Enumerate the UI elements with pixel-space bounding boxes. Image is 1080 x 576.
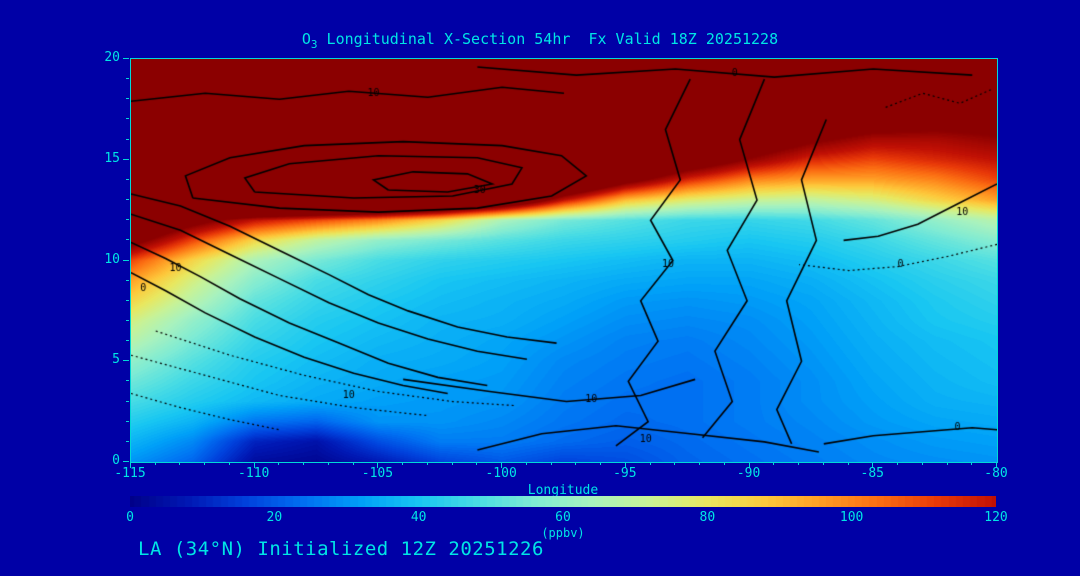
colorbar-tick-label: 0 [126,510,134,525]
y-minor-tick [126,78,129,80]
plot-title-subscript: 3 [310,38,318,51]
colorbar-tick-label: 40 [410,510,427,525]
y-minor-tick [126,380,129,382]
plot-title-o: O [301,30,311,48]
x-minor-tick [402,462,404,465]
y-minor-tick [126,400,129,402]
y-tick-label: 5 [112,352,120,368]
y-minor-tick [126,279,129,281]
y-tick-label: 10 [104,251,120,267]
x-minor-tick [550,462,552,465]
x-minor-tick [327,462,329,465]
x-minor-tick [773,462,775,465]
x-tick-label: -110 [238,466,270,481]
x-axis-label: Longitude [527,483,599,498]
x-minor-tick [476,462,478,465]
y-major-tick [123,259,129,261]
y-minor-tick [126,219,129,221]
y-minor-tick [126,299,129,301]
x-tick-label: -105 [361,466,394,481]
y-minor-tick [126,420,129,422]
x-major-tick [501,462,503,468]
y-minor-tick [126,98,129,100]
colorbar-tick-label: 60 [555,510,571,525]
x-minor-tick [228,462,230,465]
y-tick-label: 0 [112,453,120,468]
y-major-tick [123,360,129,362]
x-minor-tick [426,462,428,465]
x-major-tick [130,462,131,468]
y-minor-tick [126,199,129,201]
x-minor-tick [674,462,676,465]
x-tick-label: -95 [613,466,637,481]
y-minor-tick [126,340,129,342]
x-minor-tick [798,462,800,465]
y-minor-tick [126,239,129,241]
x-tick-label: -85 [860,466,885,481]
x-minor-tick [451,462,453,465]
y-tick-label: 20 [104,50,120,65]
x-minor-tick [278,462,280,465]
y-minor-tick [126,440,129,442]
x-minor-tick [525,462,527,465]
plot-title-rest: Longitudinal X-Section 54hr Fx Valid 18Z… [317,30,779,48]
x-tick-label: -90 [736,466,761,481]
colorbar-tick-label: 100 [839,510,864,525]
x-minor-tick [649,462,651,465]
colorbar-tick-label: 120 [984,510,1008,525]
plot-area [130,58,998,463]
y-tick-label: 15 [104,150,120,166]
colorbar [130,496,996,507]
y-minor-tick [126,178,129,180]
colorbar-tick-label: 20 [266,510,283,525]
plot-title: O3 Longitudinal X-Section 54hr Fx Valid … [0,30,1080,51]
x-minor-tick [921,462,923,465]
y-minor-tick [126,118,129,120]
x-minor-tick [179,462,181,465]
footer-annotation: LA (34°N) Initialized 12Z 20251226 [138,538,544,560]
colorbar-tick-labels: 0 20 40 60 80 100 120 [126,510,1008,526]
x-minor-tick [822,462,824,465]
x-minor-tick [897,462,899,465]
x-major-tick [748,462,750,468]
x-minor-tick [971,462,973,465]
x-minor-tick [154,462,156,465]
x-major-tick [377,462,379,468]
x-minor-tick [723,462,725,465]
x-major-tick [624,462,626,468]
y-major-tick [123,461,129,462]
heatmap-canvas [131,59,997,462]
x-tick-label: -80 [984,466,1008,481]
x-minor-tick [847,462,849,465]
x-minor-tick [575,462,577,465]
y-major-tick [123,58,129,59]
x-minor-tick [946,462,948,465]
x-major-tick [872,462,874,468]
x-minor-tick [352,462,354,465]
y-major-tick [123,158,129,160]
x-minor-tick [600,462,602,465]
x-major-tick [996,462,997,468]
x-tick-label: -115 [114,466,146,481]
x-minor-tick [303,462,305,465]
x-minor-tick [204,462,206,465]
x-minor-tick [699,462,701,465]
y-minor-tick [126,138,129,140]
x-tick-label: -100 [485,466,517,481]
x-major-tick [253,462,255,468]
y-minor-tick [126,319,129,321]
colorbar-tick-label: 80 [699,510,716,525]
colorbar-units-label: (ppbv) [541,526,585,540]
